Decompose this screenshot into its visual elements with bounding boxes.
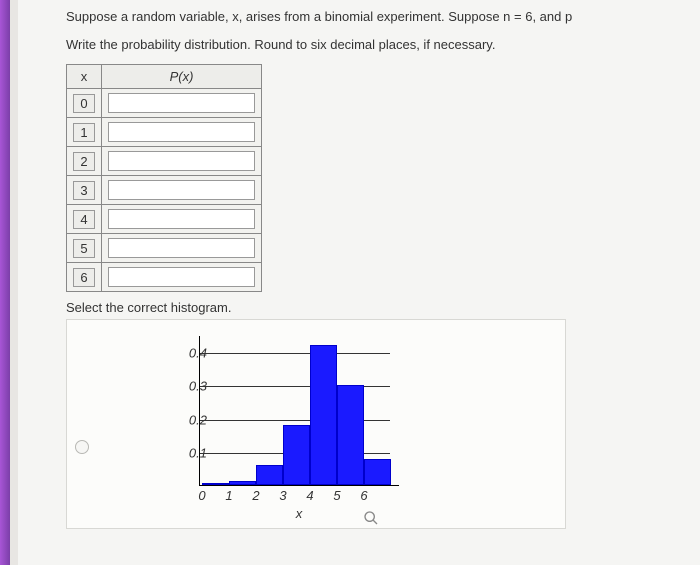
- x-cell: 1: [67, 118, 102, 147]
- histogram-bar: [256, 465, 283, 485]
- px-input[interactable]: [108, 122, 255, 142]
- px-cell: [102, 147, 262, 176]
- radio-icon[interactable]: [75, 440, 89, 454]
- x-value: 1: [73, 123, 95, 142]
- x-cell: 0: [67, 89, 102, 118]
- y-tick-label: 0.4: [177, 346, 207, 361]
- grid-line: [200, 353, 390, 354]
- x-cell: 5: [67, 234, 102, 263]
- histogram-bar: [229, 481, 256, 485]
- histogram-prompt: Select the correct histogram.: [66, 300, 680, 315]
- x-value: 6: [73, 268, 95, 287]
- px-input[interactable]: [108, 180, 255, 200]
- x-cell: 2: [67, 147, 102, 176]
- table-row: 1: [67, 118, 262, 147]
- zoom-icon[interactable]: [363, 510, 379, 526]
- px-cell: [102, 89, 262, 118]
- px-cell: [102, 205, 262, 234]
- x-tick-label: 1: [219, 488, 239, 503]
- px-input[interactable]: [108, 238, 255, 258]
- y-tick-label: 0.1: [177, 446, 207, 461]
- px-cell: [102, 118, 262, 147]
- table-header-px: P(x): [102, 65, 262, 89]
- x-value: 5: [73, 239, 95, 258]
- table-row: 4: [67, 205, 262, 234]
- x-tick-label: 0: [192, 488, 212, 503]
- histogram-bar: [283, 425, 310, 485]
- histogram-bar: [310, 345, 337, 485]
- px-input[interactable]: [108, 93, 255, 113]
- question-line1: Suppose a random variable, x, arises fro…: [66, 8, 680, 26]
- sidebar-accent: [0, 0, 10, 565]
- plot-area: [199, 336, 399, 486]
- x-cell: 3: [67, 176, 102, 205]
- x-value: 2: [73, 152, 95, 171]
- x-value: 0: [73, 94, 95, 113]
- px-cell: [102, 263, 262, 292]
- px-input[interactable]: [108, 267, 255, 287]
- x-tick-label: 4: [300, 488, 320, 503]
- x-tick-label: 6: [354, 488, 374, 503]
- x-tick-label: 5: [327, 488, 347, 503]
- y-tick-label: 0.3: [177, 379, 207, 394]
- x-tick-label: 3: [273, 488, 293, 503]
- px-cell: [102, 176, 262, 205]
- x-value: 3: [73, 181, 95, 200]
- histogram-bar: [202, 483, 229, 485]
- histogram-chart: x 0.10.20.30.40123456: [155, 330, 415, 520]
- table-header-x: x: [67, 65, 102, 89]
- histogram-option[interactable]: x 0.10.20.30.40123456: [66, 319, 566, 529]
- table-row: 0: [67, 89, 262, 118]
- table-row: 6: [67, 263, 262, 292]
- probability-table: x P(x) 0 1 2 3 4 5 6: [66, 64, 262, 292]
- table-row: 5: [67, 234, 262, 263]
- x-value: 4: [73, 210, 95, 229]
- x-tick-label: 2: [246, 488, 266, 503]
- px-input[interactable]: [108, 151, 255, 171]
- px-cell: [102, 234, 262, 263]
- histogram-bar: [364, 459, 391, 486]
- x-cell: 4: [67, 205, 102, 234]
- px-input[interactable]: [108, 209, 255, 229]
- x-cell: 6: [67, 263, 102, 292]
- question-line2: Write the probability distribution. Roun…: [66, 36, 680, 54]
- histogram-bar: [337, 385, 364, 485]
- table-row: 3: [67, 176, 262, 205]
- y-tick-label: 0.2: [177, 412, 207, 427]
- question-panel: Suppose a random variable, x, arises fro…: [18, 0, 700, 565]
- table-row: 2: [67, 147, 262, 176]
